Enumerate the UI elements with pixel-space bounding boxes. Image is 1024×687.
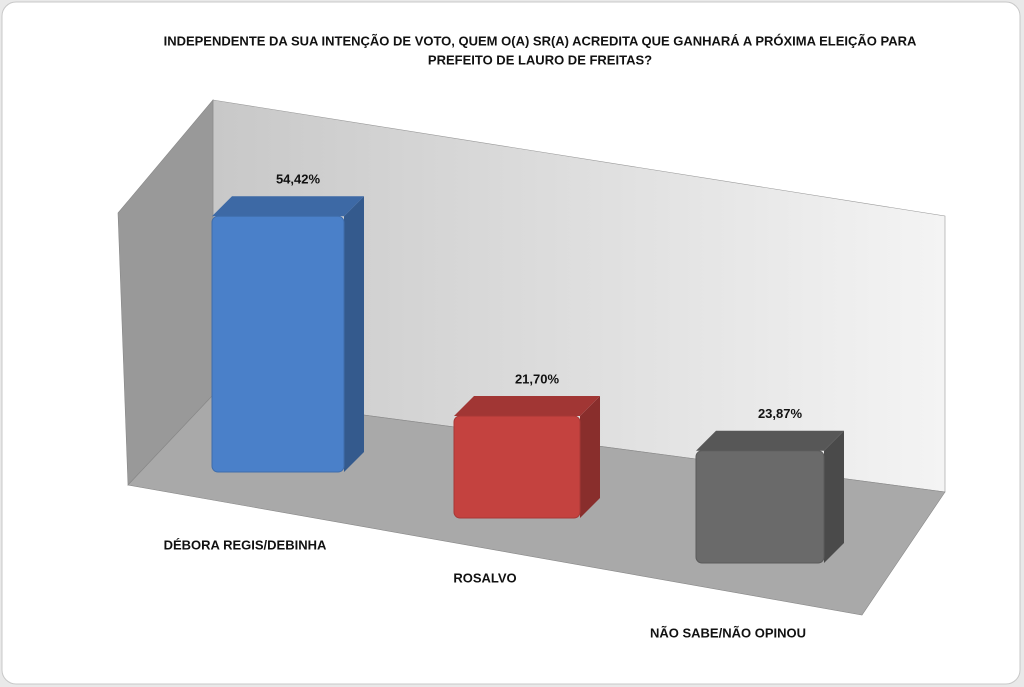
x-tick-label: DÉBORA REGIS/DEBINHA — [164, 537, 327, 552]
bar — [453, 415, 581, 519]
chart-title: PREFEITO DE LAURO DE FREITAS? — [428, 52, 652, 67]
chart-title: INDEPENDENTE DA SUA INTENÇÃO DE VOTO, QU… — [164, 33, 917, 48]
bar — [211, 215, 345, 473]
bar-top — [454, 396, 600, 417]
bar-top — [212, 196, 364, 217]
bar-side — [580, 396, 600, 518]
bar-side — [344, 196, 364, 472]
x-tick-label: NÃO SABE/NÃO OPINOU — [650, 625, 806, 640]
bar-side — [824, 430, 844, 563]
x-tick-label: ROSALVO — [453, 570, 516, 585]
bar-top — [696, 430, 844, 451]
value-label: 54,42% — [276, 172, 321, 187]
bar — [695, 450, 825, 564]
value-label: 23,87% — [758, 406, 803, 421]
value-label: 21,70% — [515, 371, 560, 386]
